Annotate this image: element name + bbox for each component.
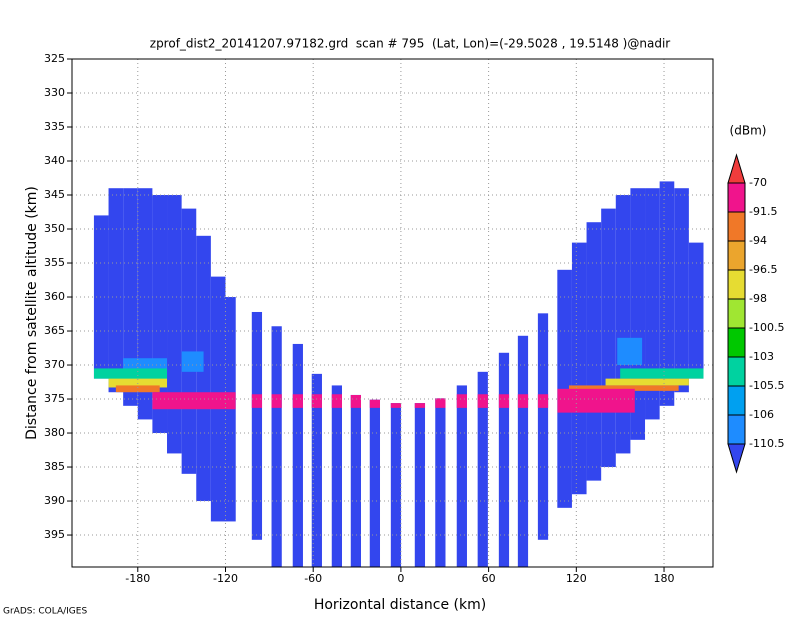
- x-tick-label: -60: [304, 572, 322, 585]
- colorbar-label: -94: [749, 234, 767, 247]
- column: [477, 371, 488, 567]
- colorbar-label: -70: [749, 176, 767, 189]
- x-axis-label: Horizontal distance (km): [314, 597, 486, 613]
- column: [645, 188, 660, 420]
- y-tick-label: 375: [44, 392, 65, 405]
- column: [350, 394, 361, 567]
- y-axis-label: Distance from satellite altitude (km): [24, 186, 40, 440]
- column: [571, 242, 587, 495]
- colorbar-label: -98: [749, 292, 767, 305]
- column: [414, 403, 426, 567]
- colorbar-segment: [727, 182, 746, 213]
- colorbar-segment: [727, 269, 746, 300]
- band: [620, 368, 704, 379]
- y-tick-label: 395: [44, 528, 65, 541]
- band: [181, 351, 204, 372]
- column: [601, 208, 616, 468]
- column: [167, 195, 182, 454]
- x-tick-label: -180: [125, 572, 150, 585]
- band: [605, 378, 704, 386]
- column: [517, 335, 529, 567]
- y-tick-label: 355: [44, 256, 65, 269]
- y-tick-label: 330: [44, 86, 65, 99]
- plot-frame: [71, 58, 714, 568]
- y-tick-label: 365: [44, 324, 65, 337]
- column: [123, 188, 138, 406]
- footer: GrADS: COLA/IGES: [3, 607, 87, 617]
- x-tick-label: 180: [654, 572, 675, 585]
- y-tick-label: 340: [44, 154, 65, 167]
- y-tick-label: 325: [44, 52, 65, 65]
- colorbar-label: -91.5: [749, 205, 777, 218]
- column: [537, 313, 549, 540]
- y-tick-label: 360: [44, 290, 65, 303]
- colorbar-cap: [727, 153, 746, 184]
- colorbar-segment: [727, 327, 746, 358]
- column: [271, 326, 282, 567]
- colorbar-label: -100.5: [749, 321, 784, 334]
- column: [390, 403, 402, 567]
- column: [369, 399, 381, 567]
- band: [115, 385, 160, 393]
- y-tick-label: 370: [44, 358, 65, 371]
- column: [181, 208, 197, 474]
- chart-title: zprof_dist2_20141207.97182.grd scan # 79…: [150, 37, 671, 51]
- y-tick-label: 350: [44, 222, 65, 235]
- band: [617, 337, 643, 366]
- x-tick-label: 120: [566, 572, 587, 585]
- column: [688, 242, 704, 379]
- colorbar-segment: [727, 385, 746, 416]
- colorbar-label: -106: [749, 408, 774, 421]
- column: [108, 188, 124, 393]
- column: [498, 352, 510, 567]
- colorbar-unit: (dBm): [730, 124, 767, 138]
- column: [292, 343, 303, 567]
- band: [557, 388, 635, 413]
- column: [93, 215, 109, 379]
- x-tick-label: -120: [213, 572, 238, 585]
- column: [456, 385, 467, 567]
- column: [251, 311, 263, 540]
- colorbar-segment: [727, 414, 746, 445]
- column: [615, 195, 631, 454]
- column: [659, 181, 675, 406]
- column: [586, 222, 602, 481]
- band: [237, 394, 555, 408]
- x-tick-label: 0: [397, 572, 404, 585]
- column: [311, 373, 322, 567]
- y-tick-label: 335: [44, 120, 65, 133]
- column: [331, 385, 342, 567]
- band: [152, 392, 236, 410]
- colorbar-label: -96.5: [749, 263, 777, 276]
- column: [674, 188, 689, 393]
- band: [569, 385, 679, 391]
- column: [435, 398, 446, 567]
- x-tick-label: 60: [482, 572, 496, 585]
- y-tick-label: 390: [44, 494, 65, 507]
- colorbar-segment: [727, 356, 746, 387]
- y-tick-label: 380: [44, 426, 65, 439]
- y-tick-label: 385: [44, 460, 65, 473]
- y-tick-label: 345: [44, 188, 65, 201]
- colorbar-segment: [727, 211, 746, 242]
- colorbar-segment: [727, 240, 746, 271]
- colorbar-label: -105.5: [749, 379, 784, 392]
- colorbar-cap: [727, 443, 746, 474]
- colorbar-label: -103: [749, 350, 774, 363]
- colorbar-segment: [727, 298, 746, 329]
- colorbar-label: -110.5: [749, 437, 784, 450]
